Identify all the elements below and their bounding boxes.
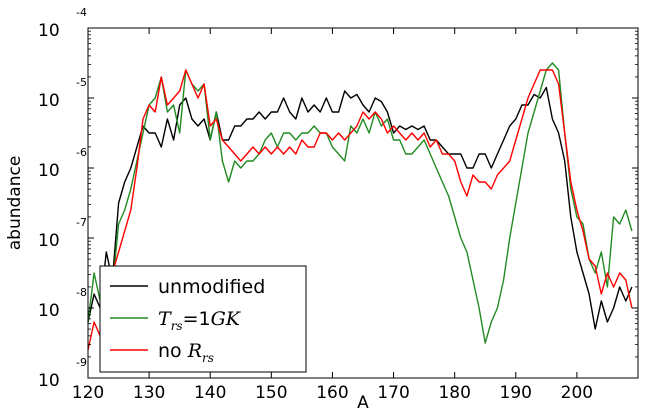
legend-box — [99, 265, 307, 373]
x-axis-label: A — [357, 393, 369, 413]
x-tick-label: 130 — [133, 383, 165, 403]
x-axis-ticks: 120 130 140 150 160 170 180 190 200 — [72, 28, 593, 403]
legend-label: Trs=1GK — [158, 308, 242, 333]
x-tick-label: 200 — [561, 383, 593, 403]
y-tick-label: 10 -8 — [38, 286, 87, 321]
y-tick-exponent: -9 — [76, 356, 87, 369]
y-tick-base: 10 — [38, 91, 60, 111]
x-tick-label: 150 — [255, 383, 287, 403]
y-axis-ticks: 10 -4 10 -5 10 -6 10 -7 10 -8 10 -9 — [38, 6, 638, 391]
legend-entry: Trs=1GK — [110, 308, 242, 333]
x-tick-label: 140 — [194, 383, 226, 403]
y-tick-exponent: -6 — [76, 146, 87, 159]
y-tick-label: 10 -4 — [38, 6, 87, 41]
y-tick-exponent: -7 — [76, 216, 87, 229]
y-tick-base: 10 — [38, 371, 60, 391]
legend-entry: unmodified — [110, 276, 265, 298]
y-axis-label: abundance — [5, 156, 25, 251]
y-tick-exponent: -8 — [76, 286, 87, 299]
x-tick-label: 160 — [316, 383, 348, 403]
x-tick-label: 180 — [438, 383, 470, 403]
x-tick-label: 190 — [500, 383, 532, 403]
y-tick-base: 10 — [38, 21, 60, 41]
legend-label: no Rrs — [158, 340, 214, 365]
y-tick-base: 10 — [38, 161, 60, 181]
legend-label: unmodified — [158, 276, 265, 298]
legend-entry: no Rrs — [110, 340, 214, 365]
y-tick-base: 10 — [38, 231, 60, 251]
plot-frame — [87, 27, 639, 379]
y-tick-label: 10 -5 — [38, 76, 87, 111]
y-tick-base: 10 — [38, 301, 60, 321]
legend: unmodified Trs=1GK no Rrs — [99, 265, 307, 373]
y-tick-label: 10 -9 — [38, 356, 87, 391]
y-tick-label: 10 -7 — [38, 216, 87, 251]
series-line-t-rs-1gk — [87, 62, 633, 344]
x-tick-label: 170 — [377, 383, 409, 403]
series-line-no-r-rs — [87, 69, 633, 351]
y-tick-exponent: -5 — [76, 76, 87, 89]
y-tick-label: 10 -6 — [38, 146, 87, 181]
plot-lines — [87, 62, 633, 351]
x-tick-label: 120 — [72, 383, 104, 403]
y-tick-exponent: -4 — [76, 6, 87, 19]
series-line-unmodified — [87, 86, 633, 330]
